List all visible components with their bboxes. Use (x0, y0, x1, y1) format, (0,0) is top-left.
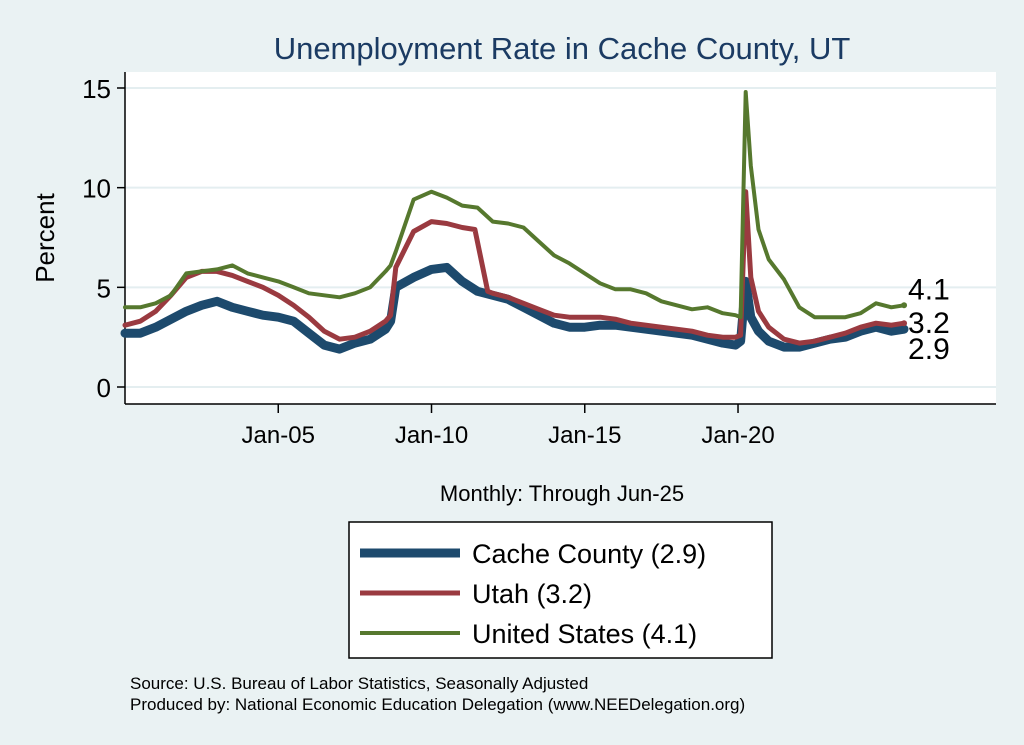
end-label-0: 2.9 (908, 333, 950, 366)
chart-title: Unemployment Rate in Cache County, UT (274, 31, 851, 66)
x-tick-label: Jan-10 (395, 422, 468, 449)
end-label-2: 4.1 (908, 273, 950, 306)
axes: 0 5 10 15 Jan-05 Jan-10 Jan-15 Jan-20 (82, 72, 996, 449)
y-axis-label: Percent (30, 192, 60, 282)
y-tick-label: 0 (97, 373, 111, 403)
y-tick-label: 10 (82, 174, 111, 204)
legend-label-2: United States (4.1) (472, 619, 697, 649)
y-tick-label: 15 (82, 74, 111, 104)
end-point-0 (901, 326, 908, 333)
series-line-2 (123, 90, 906, 320)
legend: Cache County (2.9) Utah (3.2) United State… (360, 539, 706, 649)
x-tick-label: Jan-05 (242, 422, 315, 449)
legend-label-0: Cache County (2.9) (472, 539, 706, 569)
end-point-2 (901, 302, 908, 309)
source-note: Source: U.S. Bureau of Labor Statistics,… (130, 674, 588, 693)
x-tick-label: Jan-15 (548, 422, 621, 449)
plot-area (125, 72, 996, 404)
x-axis-label: Monthly: Through Jun-25 (440, 481, 684, 506)
legend-box (348, 521, 773, 659)
gridlines (125, 87, 996, 388)
series-lines (120, 90, 909, 354)
series-line-1 (122, 189, 907, 346)
legend-label-1: Utah (3.2) (472, 579, 592, 609)
end-labels: 2.93.24.1 (901, 273, 950, 366)
end-label-1: 3.2 (908, 307, 950, 340)
producer-note: Produced by: National Economic Education… (130, 695, 745, 714)
x-tick-label: Jan-20 (701, 422, 774, 449)
y-tick-label: 5 (97, 273, 111, 303)
series-line-0 (120, 262, 909, 354)
end-point-1 (901, 320, 908, 327)
